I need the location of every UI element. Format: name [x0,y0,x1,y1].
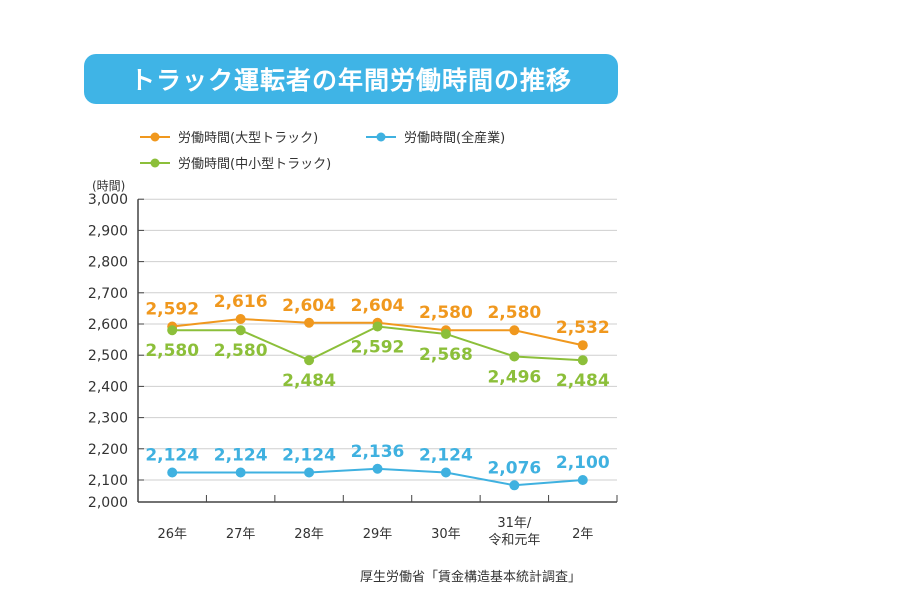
data-point [167,325,178,336]
data-point [235,314,246,325]
x-tick-label: 27年 [226,527,256,542]
data-point [304,467,315,478]
x-tick-label: 令和元年 [488,533,540,548]
data-label: 2,076 [487,458,541,478]
data-point [509,325,520,336]
data-label: 2,124 [145,446,199,466]
x-tick-label: 30年 [431,527,461,542]
y-axis-unit: (時間) [92,179,126,193]
x-tick-label: 26年 [157,527,187,542]
data-point [304,355,315,366]
data-label: 2,532 [556,318,610,338]
data-label: 2,484 [556,371,610,391]
data-point [577,340,588,351]
data-point [372,321,383,332]
y-tick-label: 2,900 [88,223,128,239]
data-label: 2,496 [487,367,541,387]
x-tick-label: 31年/ [497,516,532,531]
y-tick-label: 2,300 [88,411,128,427]
legend-marker-icon [140,158,170,167]
legend-label: 労働時間(大型トラック) [178,131,319,146]
data-label: 2,136 [351,442,405,462]
data-label: 2,124 [214,446,268,466]
data-label: 2,568 [419,345,473,365]
data-label: 2,592 [351,337,405,357]
data-label: 2,580 [214,341,268,361]
data-point [304,317,315,328]
data-point [440,328,451,339]
legend-item-small-truck: 労働時間(中小型トラック) [140,153,331,172]
data-label: 2,124 [282,446,336,466]
data-point [372,463,383,474]
source-note: 厚生労働省「賃金構造基本統計調査」 [360,570,582,585]
y-tick-label: 2,000 [88,495,128,511]
legend-label: 労働時間(全産業) [404,131,506,146]
y-tick-label: 2,600 [88,317,128,333]
data-point [509,351,520,362]
data-label: 2,100 [556,453,610,473]
legend-item-all-industry: 労働時間(全産業) [366,127,505,146]
data-label: 2,580 [145,341,199,361]
data-label: 2,604 [282,296,336,316]
x-tick-label: 2年 [572,527,593,542]
data-point [167,467,178,478]
data-label: 2,604 [351,296,405,316]
legend-item-large-truck: 労働時間(大型トラック) [140,127,318,146]
y-tick-label: 2,500 [88,348,128,364]
data-point [509,480,520,491]
legend-label: 労働時間(中小型トラック) [178,157,332,172]
y-tick-label: 2,800 [88,255,128,271]
data-point [440,467,451,478]
x-tick-label: 29年 [363,527,393,542]
y-tick-label: 2,400 [88,379,128,395]
data-label: 2,484 [282,371,336,391]
data-point [235,325,246,336]
data-label: 2,124 [419,446,473,466]
data-label: 2,580 [419,303,473,323]
y-tick-label: 3,000 [88,192,128,208]
x-tick-label: 28年 [294,527,324,542]
y-tick-label: 2,700 [88,286,128,302]
legend-marker-icon [366,132,396,141]
y-tick-label: 2,100 [88,473,128,489]
legend-marker-icon [140,132,170,141]
data-point [577,355,588,366]
chart-title: トラック運転者の年間労働時間の推移 [84,54,618,104]
data-point [235,467,246,478]
data-label: 2,616 [214,292,268,312]
y-tick-label: 2,200 [88,442,128,458]
data-label: 2,592 [145,299,199,319]
data-label: 2,580 [487,303,541,323]
data-point [577,475,588,485]
